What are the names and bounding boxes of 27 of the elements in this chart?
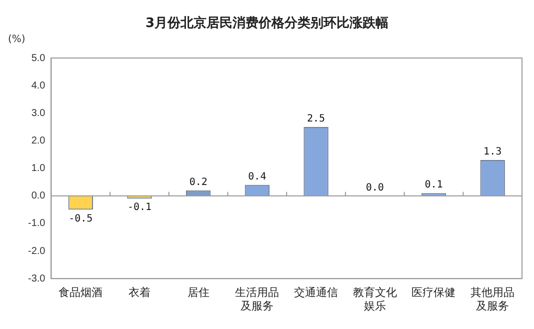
y-tick-label: 1.0 bbox=[31, 163, 46, 174]
data-label: -0.5 bbox=[68, 213, 93, 224]
data-label: 1.3 bbox=[484, 146, 502, 158]
x-tick-label: 居住 bbox=[187, 287, 210, 300]
y-axis-title: (%) bbox=[8, 34, 26, 45]
y-tick-label: -3.0 bbox=[28, 273, 46, 284]
data-label: 0.4 bbox=[248, 171, 266, 182]
y-tick-label: -1.0 bbox=[28, 218, 46, 230]
y-tick-label: 5.0 bbox=[31, 52, 46, 64]
y-tick-label: 3.0 bbox=[31, 108, 46, 119]
x-tick-label: 其他用品及服务 bbox=[470, 286, 515, 312]
y-tick-label: 2.0 bbox=[31, 135, 46, 146]
x-tick-label: 教育文化娱乐 bbox=[352, 286, 397, 312]
y-tick-label: -2.0 bbox=[28, 246, 46, 257]
data-label: 2.5 bbox=[307, 114, 326, 125]
y-tick-label: 4.0 bbox=[31, 80, 46, 92]
x-tick-label: 医疗保健 bbox=[412, 286, 456, 300]
y-tick-label: 0.0 bbox=[31, 190, 46, 202]
x-tick-label: 交通通信 bbox=[294, 286, 338, 300]
data-label: -0.1 bbox=[127, 202, 152, 214]
x-tick-label: 食品烟酒 bbox=[58, 286, 103, 300]
data-label: 0.2 bbox=[189, 176, 208, 188]
x-tick-label: 生活用品及服务 bbox=[235, 286, 280, 312]
data-label: 0.1 bbox=[424, 180, 443, 191]
data-label: 0.0 bbox=[366, 182, 384, 194]
chart-title: 3月份北京居民消费价格分类别环比涨跌幅 bbox=[144, 14, 390, 32]
x-tick-label: 衣着 bbox=[128, 286, 150, 300]
